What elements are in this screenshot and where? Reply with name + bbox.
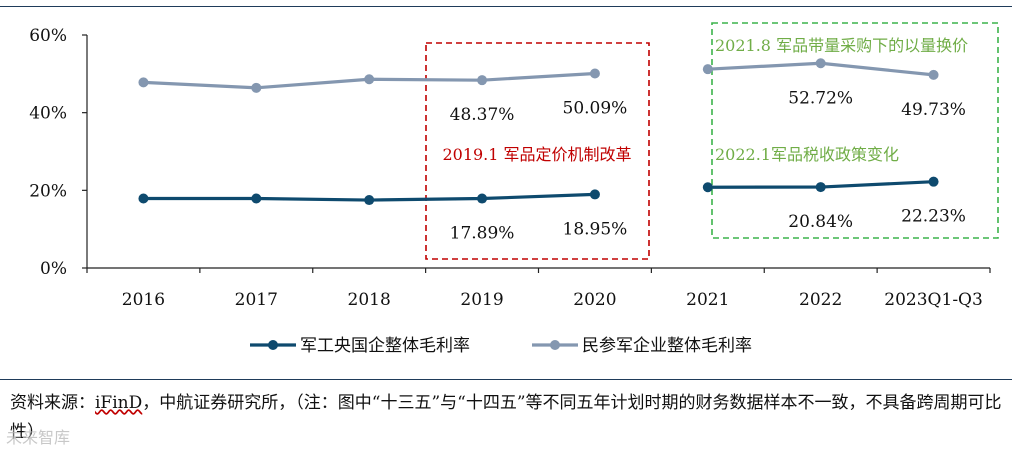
annotation-volume-procurement: 2021.8 军品带量采购下的以量换价 xyxy=(715,36,968,55)
axes: 0% 20% 40% 60% 2016 2017 2018 2019 2020 2021 2022 2… xyxy=(29,26,991,310)
data-point xyxy=(589,189,600,200)
green-annotation-box xyxy=(711,22,999,239)
legend-label-0: 军工央国企整体毛利率 xyxy=(300,336,470,356)
source-ifind: iFinD xyxy=(95,393,143,413)
source-prefix: 资料来源： xyxy=(10,393,95,413)
x-tick-label: 2022 xyxy=(799,290,842,310)
data-point xyxy=(477,75,488,86)
legend-marker-0 xyxy=(268,340,278,350)
source-note: 资料来源：iFinD，中航证券研究所，（注：图中“十三五”与“十四五”等不同五年… xyxy=(10,389,1010,447)
data-point xyxy=(251,82,262,93)
x-tick-label: 2021 xyxy=(686,290,729,310)
annotation-boxes: 2019.1 军品定价机制改革 2021.8 军品带量采购下的以量换价 2022.1… xyxy=(425,22,999,260)
y-tick-label: 60% xyxy=(29,26,67,46)
data-point xyxy=(589,68,600,79)
y-tick-label: 40% xyxy=(29,104,67,124)
data-point xyxy=(364,74,375,85)
data-point xyxy=(138,193,149,204)
x-tick-label: 2016 xyxy=(122,290,165,310)
data-point xyxy=(138,77,149,88)
data-point xyxy=(928,69,939,80)
top-rule xyxy=(0,6,1012,7)
data-point xyxy=(477,193,488,204)
data-point xyxy=(815,182,826,193)
data-label: 22.23% xyxy=(901,207,966,227)
x-tick-label: 2019 xyxy=(460,290,503,310)
data-label: 52.72% xyxy=(788,88,853,108)
data-label: 18.95% xyxy=(563,219,628,239)
legend-marker-1 xyxy=(550,340,560,350)
y-tick-label: 20% xyxy=(29,181,67,201)
x-tick-label: 2018 xyxy=(348,290,391,310)
data-point xyxy=(702,182,713,193)
data-point xyxy=(702,64,713,75)
x-tick-label: 2017 xyxy=(235,290,278,310)
data-point xyxy=(251,193,262,204)
series-lines xyxy=(138,58,939,206)
data-label: 50.09% xyxy=(563,98,628,118)
line-chart: 0% 20% 40% 60% 2016 2017 2018 2019 2020 2021 2022 2… xyxy=(29,22,999,356)
bottom-rule xyxy=(0,379,1012,380)
data-label: 20.84% xyxy=(788,212,853,232)
legend: 军工央国企整体毛利率 民参军企业整体毛利率 xyxy=(250,336,752,356)
source-rest: ，中航证券研究所，（注：图中“十三五”与“十四五”等不同五年计划时期的财务数据样… xyxy=(10,393,1002,442)
x-tick-label: 2023Q1-Q3 xyxy=(884,290,983,310)
data-point xyxy=(815,58,826,69)
data-label: 48.37% xyxy=(450,105,515,125)
data-point xyxy=(928,176,939,187)
watermark: 未来智库 xyxy=(6,428,71,447)
annotation-pricing-reform: 2019.1 军品定价机制改革 xyxy=(442,145,631,164)
red-annotation-box xyxy=(425,42,650,260)
legend-label-1: 民参军企业整体毛利率 xyxy=(582,336,752,356)
annotation-tax-policy: 2022.1军品税收政策变化 xyxy=(715,145,899,164)
data-point xyxy=(364,195,375,206)
data-label: 49.73% xyxy=(901,100,966,120)
y-tick-label: 0% xyxy=(40,259,67,279)
data-labels: 17.89% 18.95% 20.84% 22.23% 48.37% 50.09% 52.7… xyxy=(450,88,966,243)
data-label: 17.89% xyxy=(450,224,515,244)
x-tick-label: 2020 xyxy=(573,290,616,310)
